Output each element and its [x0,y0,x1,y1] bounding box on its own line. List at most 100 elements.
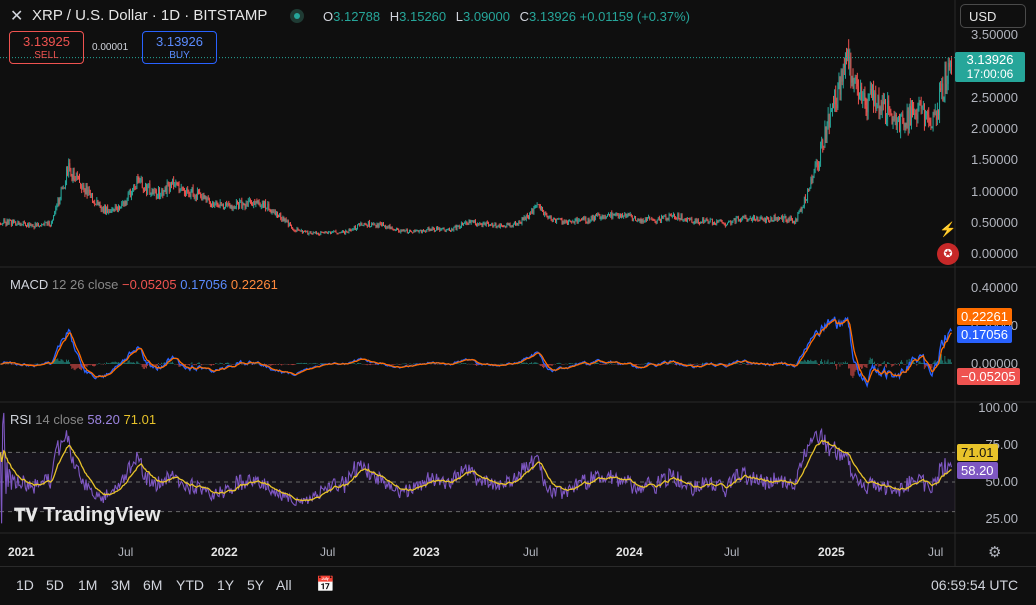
macd-histogram-bar [803,359,805,364]
macd-histogram-bar [691,364,693,365]
price-candle [618,214,620,219]
date-range-icon[interactable]: 📅 [316,576,335,593]
price-candle [162,189,164,196]
macd-histogram-bar [861,364,862,369]
price-candle [145,185,146,191]
macd-histogram-bar [670,363,672,364]
macd-histogram-bar [273,364,275,365]
rsi-legend[interactable]: RSI 14 close 58.20 71.01 [10,412,157,427]
macd-histogram-bar [867,363,869,365]
macd-histogram-bar [702,362,703,364]
price-candle [747,219,749,221]
timeframe-button[interactable]: YTD [176,577,204,593]
price-candle [504,225,506,227]
macd-histogram-bar [493,364,495,365]
macd-histogram-bar [463,363,464,364]
macd-histogram-bar [923,364,925,370]
macd-histogram-bar [879,364,881,366]
price-candle [250,199,251,204]
price-candle [760,216,762,218]
settings-gear-icon[interactable]: ⚙ [988,544,1002,561]
macd-histogram-bar [269,364,271,366]
macd-histogram-bar [316,363,318,365]
macd-histogram-bar [860,364,861,368]
macd-histogram-bar [428,363,430,365]
price-candle [510,225,512,227]
price-candle [267,203,269,209]
price-candle [529,213,530,218]
price-candle [271,210,273,214]
price-candle [279,213,281,218]
price-candle [588,219,590,223]
price-candle [285,218,287,223]
price-candle [850,57,852,83]
price-candle [70,168,72,176]
price-candle [446,229,448,230]
price-candle [499,224,501,228]
price-candle [15,221,17,225]
price-candle [734,219,736,223]
replay-icon[interactable]: ⚡ [939,221,957,237]
timeframe-button[interactable]: 3M [111,577,131,593]
price-candle [12,220,13,226]
price-candle [356,228,357,230]
timeframe-button[interactable]: 1Y [217,577,235,593]
macd-histogram-bar [828,363,830,365]
price-candle [6,220,8,226]
macd-histogram-bar [441,364,443,365]
price-candle [777,217,779,221]
utc-clock[interactable]: 06:59:54 UTC [931,577,1019,593]
macd-histogram-bar [829,362,831,364]
price-candle [913,108,915,115]
macd-histogram-bar [574,363,576,364]
timeframe-button[interactable]: 6M [143,577,163,593]
macd-histogram-bar [30,364,32,365]
macd-histogram-bar [144,364,146,368]
price-candle [696,219,698,224]
macd-histogram-bar [725,364,727,365]
price-candle [576,218,578,224]
buy-button[interactable]: 3.13926 BUY [142,31,217,64]
price-candle [538,204,540,207]
price-candle [217,204,219,207]
price-candle [497,225,499,227]
signal-value-tag: 0.17056 [957,326,1012,343]
price-candle [27,223,29,227]
macd-histogram-bar [665,364,667,365]
macd-histogram-bar [932,363,934,364]
price-candle [746,218,748,221]
flag-icon[interactable]: ✪ [937,243,959,265]
macd-histogram-bar [91,364,93,367]
timeframe-button[interactable]: 5D [46,577,64,593]
sell-button[interactable]: 3.13925 SELL [9,31,84,64]
macd-legend[interactable]: MACD 12 26 close −0.05205 0.17056 0.2226… [10,277,278,292]
price-candle [641,219,643,223]
timeframe-button[interactable]: 1M [78,577,98,593]
price-candle [762,219,764,221]
price-candle [89,193,91,196]
macd-histogram-bar [919,361,921,364]
price-candle [550,215,552,221]
symbol-title[interactable]: XRP / U.S. Dollar · 1D · BITSTAMP [32,7,268,24]
price-candle [855,76,857,81]
timeframe-button[interactable]: 1D [16,577,34,593]
price-candle [374,223,376,226]
price-candle [674,213,675,218]
timeframe-button[interactable]: 5Y [247,577,265,593]
price-candle [299,230,301,232]
close-icon[interactable]: ✕ [10,8,24,25]
macd-histogram-bar [275,363,277,365]
macd-histogram-bar [116,362,118,364]
currency-select[interactable]: USD [960,4,1026,28]
price-candle [321,231,323,233]
price-candle [396,228,397,230]
price-candle [731,221,733,224]
macd-histogram-bar [870,359,872,364]
price-candle [198,191,199,193]
timeframe-button[interactable]: All [276,577,292,593]
macd-histogram-bar [695,364,697,365]
price-candle [5,221,7,226]
price-candle [596,214,598,216]
price-candle [84,188,86,195]
